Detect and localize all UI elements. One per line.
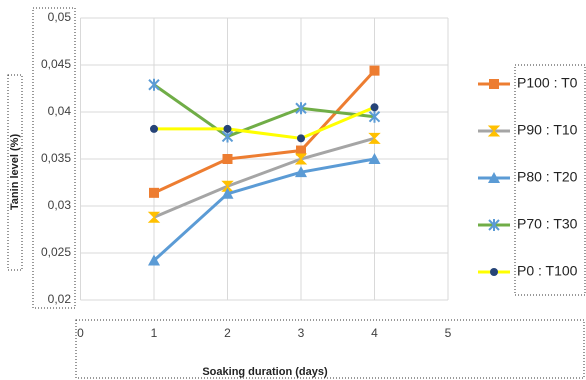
data-point — [221, 180, 234, 192]
legend-marker — [488, 172, 500, 183]
data-point — [148, 254, 160, 266]
data-point — [368, 153, 381, 164]
x-tick-label: 4 — [371, 326, 378, 340]
data-point — [368, 110, 381, 123]
series-line — [154, 105, 376, 140]
data-point — [149, 187, 159, 198]
legend-label: P0 : T100 — [517, 263, 578, 279]
y-tick-label: 0,04 — [48, 104, 72, 118]
x-tick-label: 3 — [298, 326, 305, 340]
x-tick-label: 2 — [224, 326, 231, 340]
series-line — [153, 83, 375, 139]
y-tick-label: 0,02 — [48, 292, 72, 306]
series-line — [152, 157, 375, 262]
data-point — [223, 124, 232, 133]
x-tick-label: 1 — [151, 326, 158, 340]
y-tick-label: 0,035 — [41, 151, 71, 165]
data-point — [222, 154, 233, 164]
data-point — [147, 211, 161, 223]
legend-label: P70 : T30 — [517, 216, 578, 232]
x-tick-label: 5 — [445, 326, 452, 340]
data-point — [370, 103, 379, 112]
data-point — [369, 65, 380, 76]
series-line — [153, 136, 375, 219]
legend-label: P90 : T10 — [517, 122, 578, 138]
y-tick-box — [32, 7, 76, 309]
y-tick-label: 0,025 — [41, 245, 71, 259]
data-point — [150, 124, 158, 133]
legend-marker — [488, 219, 500, 231]
x-tick-box — [75, 319, 585, 379]
legend-marker — [489, 79, 499, 89]
legend-marker — [487, 125, 501, 137]
legend-label: P80 : T20 — [517, 169, 578, 185]
series-line — [153, 69, 376, 195]
data-point — [295, 102, 307, 115]
data-point — [296, 145, 306, 156]
data-point — [148, 78, 160, 91]
data-point — [295, 166, 307, 178]
y-tick-label: 0,03 — [48, 198, 72, 212]
x-tick-label: 0 — [77, 326, 84, 340]
data-point — [368, 132, 381, 144]
data-point — [294, 153, 308, 165]
y-tick-label: 0,05 — [48, 10, 72, 24]
legend-marker — [490, 268, 498, 276]
data-point — [297, 134, 305, 143]
y-tick-label: 0,045 — [41, 57, 71, 71]
y-label-box — [7, 74, 23, 271]
x-axis-label: Soaking duration (days) — [202, 366, 328, 378]
legend-label: P100 : T0 — [517, 75, 578, 91]
y-axis-label: Tanin level (%) — [9, 134, 21, 211]
data-point — [221, 187, 234, 199]
